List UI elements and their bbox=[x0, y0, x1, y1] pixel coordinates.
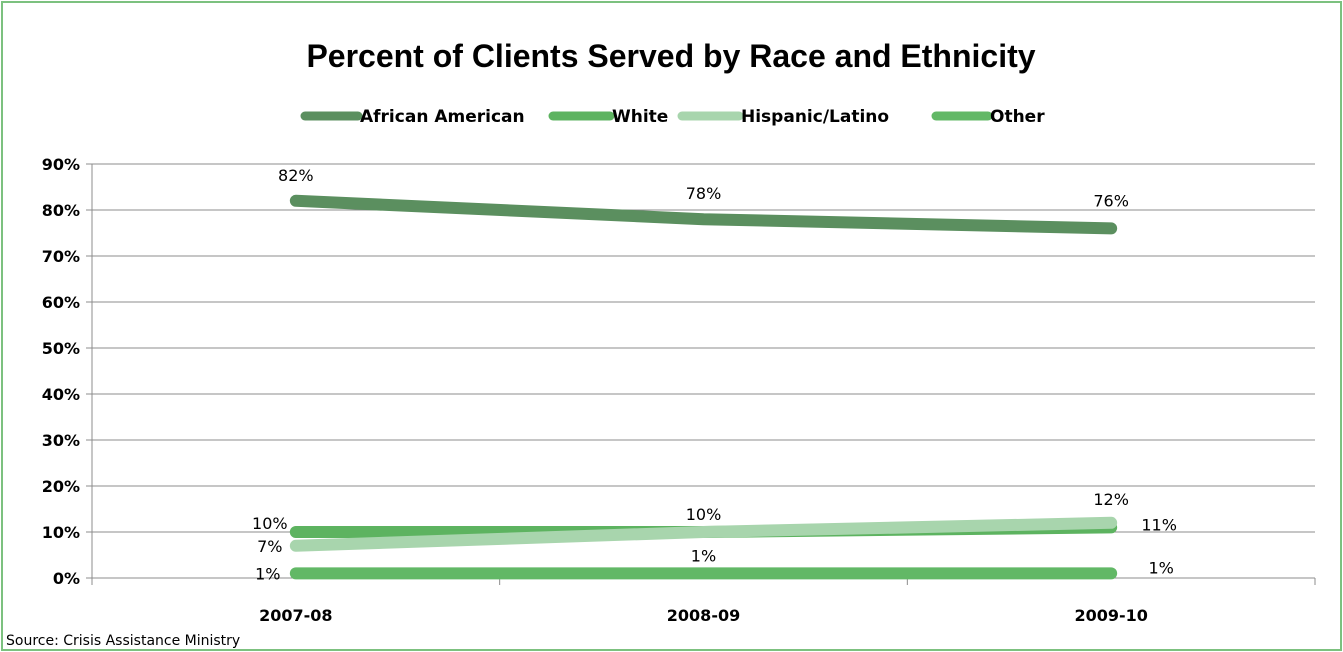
y-tick-label: 0% bbox=[53, 569, 80, 588]
legend-label: Other bbox=[990, 107, 1045, 127]
legend-label: Hispanic/Latino bbox=[741, 107, 889, 127]
y-axis: 0% 10% 20% 30% 40% 50% 60% 70% 80% 90% bbox=[42, 155, 93, 588]
y-tick-label: 80% bbox=[42, 201, 80, 220]
y-tick-label: 70% bbox=[42, 247, 80, 266]
y-tick-label: 90% bbox=[42, 155, 80, 174]
source-note: Source: Crisis Assistance Ministry bbox=[6, 633, 240, 649]
legend: African American White Hispanic/Latino Othe… bbox=[300, 107, 1045, 127]
data-label: 10% bbox=[686, 505, 722, 524]
x-tick-label: 2007-08 bbox=[259, 606, 332, 625]
data-labels: 82% 78% 76% 10% 11% 7% 10% 12% 1% 1% 1% bbox=[252, 166, 1177, 584]
y-tick-label: 10% bbox=[42, 523, 80, 542]
data-label: 12% bbox=[1093, 490, 1129, 509]
y-tick-label: 50% bbox=[42, 339, 80, 358]
legend-label: African American bbox=[360, 107, 525, 127]
series-line bbox=[289, 194, 1118, 235]
data-label: 76% bbox=[1093, 191, 1129, 210]
data-label: 1% bbox=[691, 546, 716, 565]
x-tick-label: 2008-09 bbox=[667, 606, 740, 625]
data-label: 82% bbox=[278, 166, 314, 185]
data-label: 78% bbox=[686, 184, 722, 203]
x-tick-label: 2009-10 bbox=[1074, 606, 1147, 625]
y-tick-label: 60% bbox=[42, 293, 80, 312]
y-tick-label: 20% bbox=[42, 477, 80, 496]
data-label: 10% bbox=[252, 514, 288, 533]
y-tick-label: 30% bbox=[42, 431, 80, 450]
data-label: 7% bbox=[257, 537, 282, 556]
series-lines bbox=[289, 194, 1118, 580]
data-label: 1% bbox=[255, 564, 280, 583]
chart-title: Percent of Clients Served by Race and Et… bbox=[306, 38, 1035, 74]
series-line bbox=[289, 516, 1118, 552]
legend-label: White bbox=[612, 107, 668, 127]
y-tick-label: 40% bbox=[42, 385, 80, 404]
data-label: 11% bbox=[1141, 515, 1177, 534]
x-axis: 2007-08 2008-09 2009-10 bbox=[91, 578, 1316, 625]
data-label: 1% bbox=[1148, 558, 1173, 577]
